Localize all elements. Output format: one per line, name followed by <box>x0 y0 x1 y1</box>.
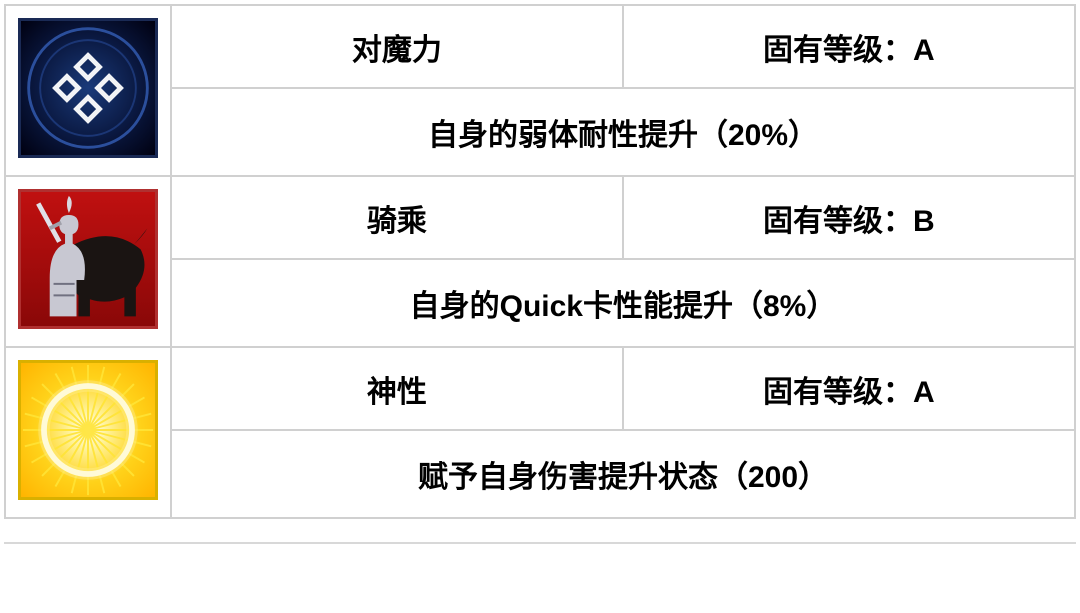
skill-description: 赋予自身伤害提升状态（200） <box>171 430 1075 518</box>
skill-description: 自身的Quick卡性能提升（8%） <box>171 259 1075 347</box>
magic-resistance-icon <box>18 18 158 158</box>
skill-name: 骑乘 <box>171 176 623 259</box>
divinity-icon <box>18 360 158 500</box>
skill-name: 神性 <box>171 347 623 430</box>
table-row: 骑乘 固有等级：B <box>5 176 1075 259</box>
spacer-row <box>5 518 1075 542</box>
table-row: 神性 固有等级：A <box>5 347 1075 430</box>
table-row: 对魔力 固有等级：A <box>5 5 1075 88</box>
skill-description: 自身的弱体耐性提升（20%） <box>171 88 1075 176</box>
skill-name: 对魔力 <box>171 5 623 88</box>
riding-icon <box>18 189 158 329</box>
skill-icon-cell <box>5 5 171 176</box>
skill-rank: 固有等级：A <box>623 347 1075 430</box>
skill-rank: 固有等级：A <box>623 5 1075 88</box>
passive-skills-table: 对魔力 固有等级：A 自身的弱体耐性提升（20%） <box>4 4 1076 542</box>
skill-rank: 固有等级：B <box>623 176 1075 259</box>
bottom-divider <box>4 542 1076 560</box>
skill-icon-cell <box>5 347 171 518</box>
skill-icon-cell <box>5 176 171 347</box>
